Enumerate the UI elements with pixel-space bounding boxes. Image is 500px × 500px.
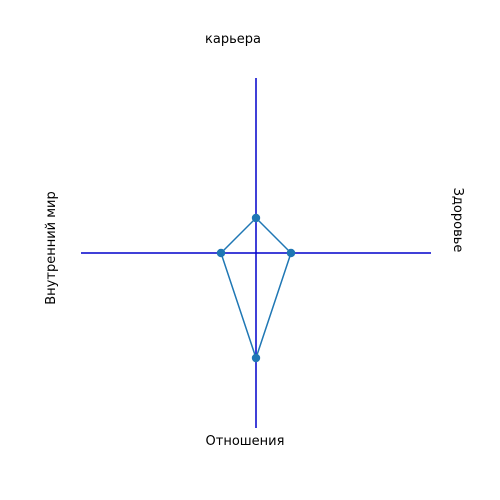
data-point <box>286 248 296 258</box>
series-layer <box>216 213 296 363</box>
axis-label-top: карьера <box>205 32 261 47</box>
axis-labels: карьера Здоровье Отношения Внутренний ми… <box>44 32 465 449</box>
axis-lines <box>81 78 431 428</box>
data-point <box>251 353 261 363</box>
axis-label-left: Внутренний мир <box>44 191 59 304</box>
axis-label-bottom: Отношения <box>206 434 285 449</box>
axis-label-right: Здоровье <box>450 188 465 253</box>
data-point <box>251 213 261 223</box>
data-point <box>216 248 226 258</box>
